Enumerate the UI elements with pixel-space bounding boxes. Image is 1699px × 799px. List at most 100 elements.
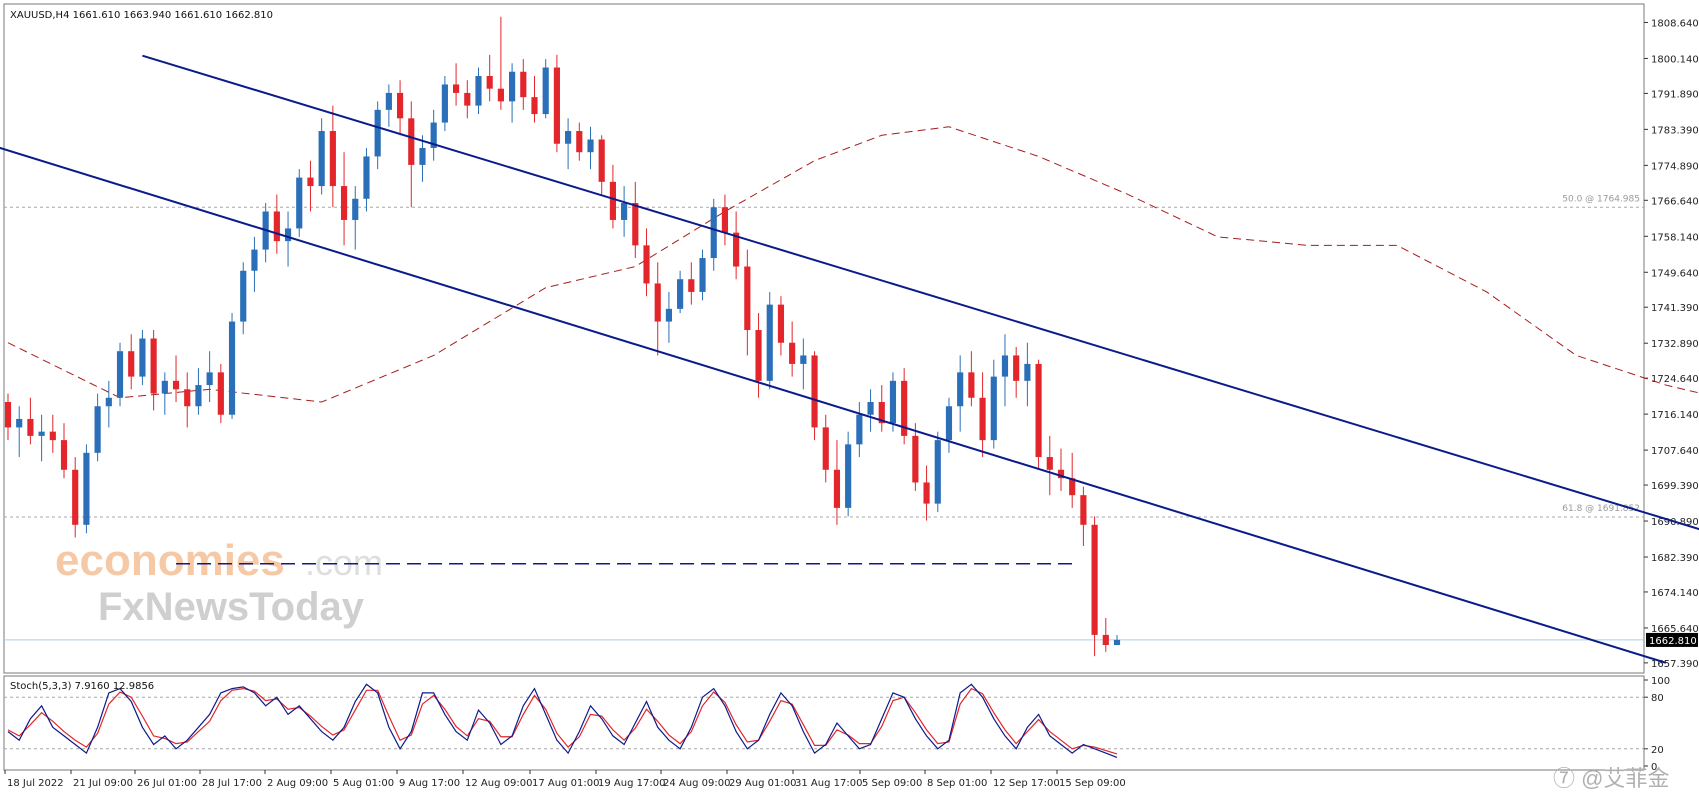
time-tick-label: 12 Sep 17:00 — [993, 778, 1060, 789]
stoch-signal-line — [7, 687, 1118, 755]
candle — [318, 118, 325, 195]
candle — [654, 262, 661, 356]
candle-body — [979, 397, 986, 441]
candle-body — [833, 469, 841, 508]
candle-body — [464, 92, 471, 106]
candle-body — [867, 402, 874, 415]
candle-body — [49, 431, 56, 441]
candle — [83, 444, 90, 534]
channel-line-lower — [0, 146, 1667, 664]
price-tick-label: 1808.640 — [1651, 18, 1699, 29]
candle — [800, 338, 807, 390]
candle-body — [609, 181, 616, 220]
candle — [105, 380, 112, 428]
candle — [363, 147, 370, 212]
candle-body — [60, 440, 68, 470]
time-tick-label: 8 Sep 01:00 — [927, 778, 987, 789]
candle — [990, 359, 997, 449]
candle-body — [1001, 355, 1009, 377]
stochastic-pane: 100 80 20 0 Stoch(5,3,3) 7.9160 12.9856 — [4, 676, 1670, 773]
candle-body — [777, 304, 785, 343]
candle — [789, 321, 796, 377]
candle-body — [621, 203, 628, 220]
candle — [699, 249, 706, 301]
candle — [49, 414, 56, 453]
candle — [60, 423, 68, 479]
symbol-header: XAUUSD,H4 1661.610 1663.940 1661.610 166… — [10, 10, 273, 21]
candle — [284, 211, 292, 267]
price-axis: 1808.640 1800.140 1791.890 1783.390 1774.890… — [1644, 18, 1699, 670]
candle-body — [1057, 469, 1065, 479]
candle — [217, 363, 224, 424]
candle — [497, 16, 504, 110]
candle — [565, 118, 572, 170]
candle-body — [172, 380, 180, 390]
candle — [94, 393, 101, 462]
candle-body — [688, 279, 695, 292]
candle-body — [228, 321, 236, 415]
candle-body — [710, 207, 717, 259]
candle-body — [968, 372, 975, 398]
candle — [665, 291, 672, 343]
candle — [1091, 516, 1098, 657]
candle — [688, 262, 695, 305]
candle — [509, 63, 516, 123]
time-axis: 18 Jul 2022 21 Jul 09:00 26 Jul 01:00 28 Ju… — [4, 770, 1126, 789]
price-tick-label: 1682.390 — [1651, 553, 1699, 564]
time-tick-label: 28 Jul 17:00 — [202, 778, 262, 789]
candle-body — [430, 122, 437, 148]
candle-body — [990, 376, 997, 441]
candle-body — [352, 198, 359, 220]
candle — [710, 198, 717, 271]
candle — [307, 160, 314, 212]
candle-body — [284, 228, 292, 242]
candle-body — [38, 431, 45, 436]
price-tick-label: 1741.390 — [1651, 303, 1699, 314]
candle-body — [83, 452, 90, 525]
candle-body — [643, 245, 650, 284]
candle — [1046, 435, 1053, 496]
candle-body — [128, 351, 135, 377]
candle — [733, 211, 740, 280]
candle-body — [811, 355, 818, 428]
time-tick-label: 5 Aug 01:00 — [333, 778, 394, 789]
candle — [396, 80, 404, 136]
candle-body — [934, 440, 941, 504]
candle-body — [565, 131, 572, 144]
candle-body — [721, 207, 729, 233]
price-tick-label: 1749.640 — [1651, 268, 1699, 279]
candle-body — [385, 92, 392, 110]
candle — [845, 431, 852, 517]
candle-body — [699, 258, 706, 292]
candle-body — [340, 186, 348, 220]
time-tick-label: 19 Aug 17:00 — [598, 778, 665, 789]
candle-body — [318, 131, 325, 187]
candle-body — [329, 131, 336, 187]
candle — [609, 164, 616, 229]
candle — [419, 135, 426, 182]
candle — [251, 236, 258, 292]
fib-level-label: 50.0 @ 1764.985 — [1562, 194, 1640, 204]
candle-body — [195, 385, 202, 407]
price-pane-frame — [3, 3, 1645, 674]
candle — [755, 313, 762, 398]
price-tick-label: 1716.140 — [1651, 410, 1699, 421]
candle — [777, 296, 785, 356]
price-tick-label: 1657.390 — [1651, 659, 1699, 670]
candle — [352, 186, 359, 250]
candle-body — [889, 380, 897, 424]
candle-body — [1024, 363, 1031, 381]
candle-body — [587, 139, 594, 153]
candle-body — [923, 482, 930, 504]
candle-body — [441, 84, 448, 123]
stoch-tick-label: 0 — [1651, 762, 1657, 773]
time-tick-label: 12 Aug 09:00 — [465, 778, 532, 789]
candle-body — [598, 139, 605, 182]
candle-body — [800, 355, 807, 364]
candle-body — [116, 351, 124, 398]
candle-body — [901, 380, 908, 436]
candle-body — [912, 435, 919, 483]
